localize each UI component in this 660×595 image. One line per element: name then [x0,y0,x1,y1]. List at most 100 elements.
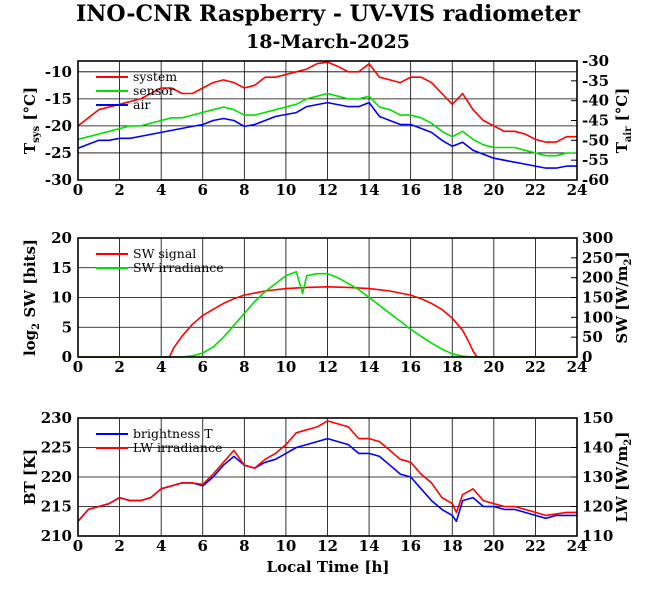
x-tick-label: 18 [442,181,463,199]
legend-label: air [133,97,150,112]
series-line-SW-signal [78,285,577,358]
y-tick-label: -20 [45,117,72,135]
y2-tick-label: 250 [582,249,613,267]
legend-label: LW irradiance [133,440,222,455]
series-line-air [77,101,577,169]
y2-tick-label: -45 [582,112,609,130]
y2-tick-label: 200 [582,269,613,287]
y2-axis-label: SW [W/m2] [613,251,634,343]
y2-axis-label: Tair [°C] [613,88,634,154]
x-tick-label: 12 [317,181,338,199]
x-tick-label: 10 [275,358,296,376]
x-tick-label: 6 [198,537,208,555]
legend-label: sensor [133,83,175,98]
chart-date: 18-March-2025 [246,31,410,53]
x-tick-label: 20 [483,181,504,199]
x-tick-label: 24 [567,181,588,199]
x-tick-label: 4 [156,358,166,376]
plot-frame [77,417,578,537]
y-tick-label: 215 [41,498,72,516]
series-line-LW-irradiance [77,420,577,522]
x-tick-label: 4 [156,181,166,199]
x-tick-label: 12 [317,537,338,555]
panel-1: 0 2 4 6 8 10 12 14 16 18 20 22 24-30-25-20-15-10-60-… [21,52,634,199]
y-tick-label: 0 [62,348,72,366]
x-tick-label: 18 [442,358,463,376]
x-tick-label: 2 [114,358,124,376]
x-tick-label: 0 [73,537,83,555]
y2-tick-label: -35 [582,72,609,90]
y2-tick-label: 300 [582,229,613,247]
y2-tick-label: 150 [582,289,613,307]
legend-label: SW irradiance [133,260,224,275]
y2-tick-label: 110 [582,527,613,545]
x-tick-label: 8 [239,358,249,376]
legend-label: system [133,69,177,84]
y2-axis-label: LW [W/m2] [613,432,634,523]
y-tick-label: -25 [45,144,72,162]
x-tick-label: 6 [198,181,208,199]
x-axis-label: Local Time [h] [267,558,390,576]
x-tick-label: 18 [442,537,463,555]
y2-tick-label: 50 [582,328,603,346]
y-tick-label: 210 [41,527,72,545]
x-tick-label: 4 [156,537,166,555]
y-tick-label: 225 [41,439,72,457]
x-tick-label: 22 [525,181,546,199]
x-tick-label: 8 [239,181,249,199]
chart-title: INO-CNR Raspberry - UV-VIS radiometer [76,1,580,27]
series-line-system [77,61,577,143]
y-tick-label: -15 [45,90,72,108]
legend-label: SW signal [133,246,196,261]
x-tick-label: 10 [275,181,296,199]
y2-tick-label: 100 [582,308,613,326]
panel-3: 0 2 4 6 8 10 12 14 16 18 20 22 242102152202252301101… [21,409,634,555]
legend-label: brightness T [133,426,213,441]
y-tick-label: 15 [51,259,72,277]
y-axis-label: BT [K] [21,449,39,505]
y-tick-label: -30 [45,171,72,189]
x-tick-label: 16 [400,537,421,555]
y-axis-label: log2 SW [bits] [21,239,42,356]
x-tick-label: 2 [114,537,124,555]
x-tick-label: 22 [525,358,546,376]
y2-tick-label: -40 [582,92,609,110]
y2-tick-label: 0 [582,348,592,366]
y-tick-label: 230 [41,409,72,427]
x-tick-label: 16 [400,358,421,376]
x-tick-label: 22 [525,537,546,555]
x-tick-label: 20 [483,358,504,376]
x-tick-label: 14 [359,358,380,376]
x-tick-label: 24 [567,358,588,376]
series-line-sensor [77,92,577,157]
y2-tick-label: -30 [582,52,609,70]
x-tick-label: 16 [400,181,421,199]
y2-tick-label: -55 [582,151,609,169]
x-tick-label: 12 [317,358,338,376]
y-tick-label: 20 [51,229,72,247]
x-tick-label: 8 [239,537,249,555]
y-tick-label: 220 [41,468,72,486]
y-tick-label: 5 [62,318,72,336]
y-axis-label: Tsys [°C] [21,87,42,154]
y2-tick-label: 150 [582,409,613,427]
x-tick-label: 10 [275,537,296,555]
x-tick-label: 24 [567,537,588,555]
y-tick-label: -10 [45,63,72,81]
y2-tick-label: 120 [582,498,613,516]
y-tick-label: 10 [51,289,72,307]
plot-frame [77,237,578,358]
y2-tick-label: -50 [582,131,609,149]
x-tick-label: 0 [73,181,83,199]
y2-tick-label: 130 [582,468,613,486]
x-tick-label: 14 [359,537,380,555]
x-tick-label: 20 [483,537,504,555]
series-line-SW-irradiance [78,270,577,358]
x-tick-label: 2 [114,181,124,199]
x-tick-label: 14 [359,181,380,199]
y2-tick-label: -60 [582,171,609,189]
x-tick-label: 6 [198,358,208,376]
plot-frame [77,60,578,181]
x-tick-label: 0 [73,358,83,376]
